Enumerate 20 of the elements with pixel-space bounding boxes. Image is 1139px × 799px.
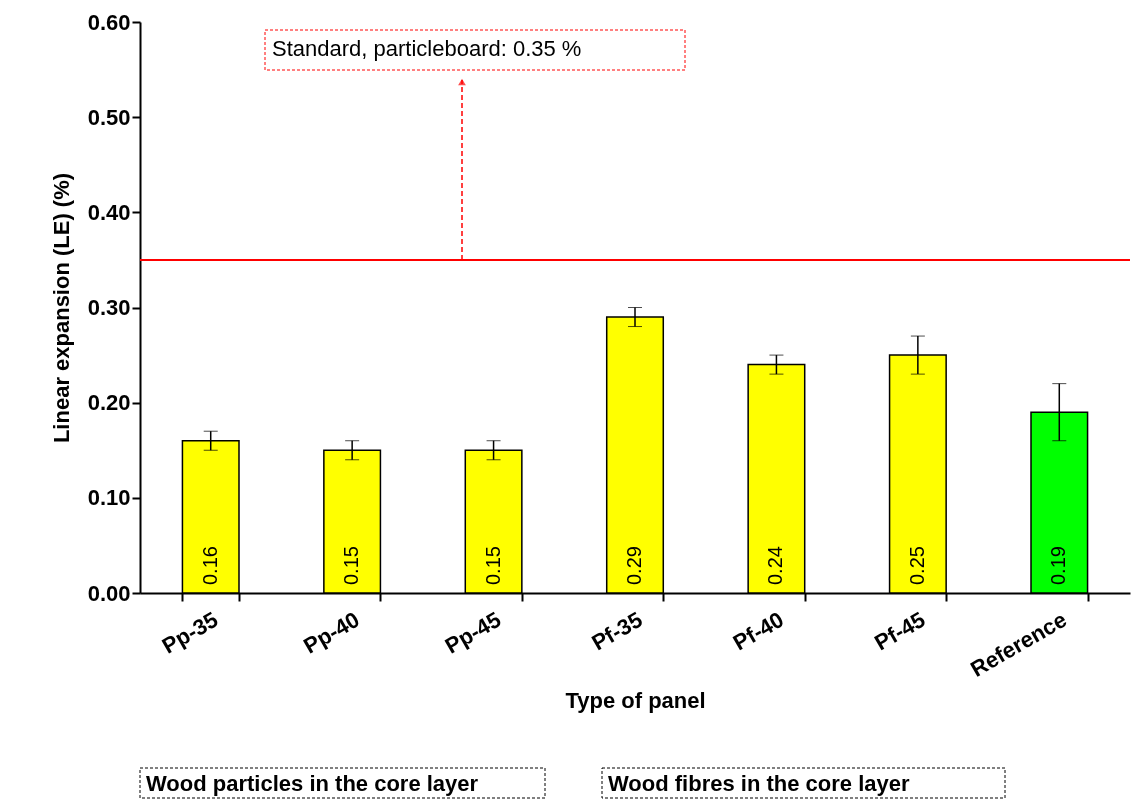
data-label: 0.19 <box>1047 546 1070 585</box>
data-label: 0.15 <box>481 546 504 585</box>
y-tick-label: 0.40 <box>87 199 131 225</box>
text: Wood particles in the core layer <box>146 771 479 796</box>
y-tick-label: 0.00 <box>87 580 131 606</box>
y-tick-label: 0.10 <box>87 485 131 511</box>
y-tick-label: 0.30 <box>87 295 131 320</box>
data-label: 0.25 <box>905 546 928 585</box>
x-axis-title: Type of panel <box>565 687 706 713</box>
y-tick-label: 0.50 <box>87 104 131 130</box>
x-tick-label: Pf-40 <box>728 606 788 656</box>
data-label: 0.16 <box>198 546 221 585</box>
y-axis-title: Linear expansion (LE) (%) <box>48 172 74 444</box>
data-label: 0.29 <box>623 546 645 585</box>
data-label: 0.15 <box>340 546 363 585</box>
y-tick-label: 0.60 <box>87 9 131 35</box>
y-tick-label: 0.20 <box>87 390 131 416</box>
text: Wood fibres in the core layer <box>608 771 910 796</box>
ref-line-label: Standard, particleboard: 0.35 % <box>272 36 582 61</box>
data-label: 0.24 <box>764 546 787 585</box>
